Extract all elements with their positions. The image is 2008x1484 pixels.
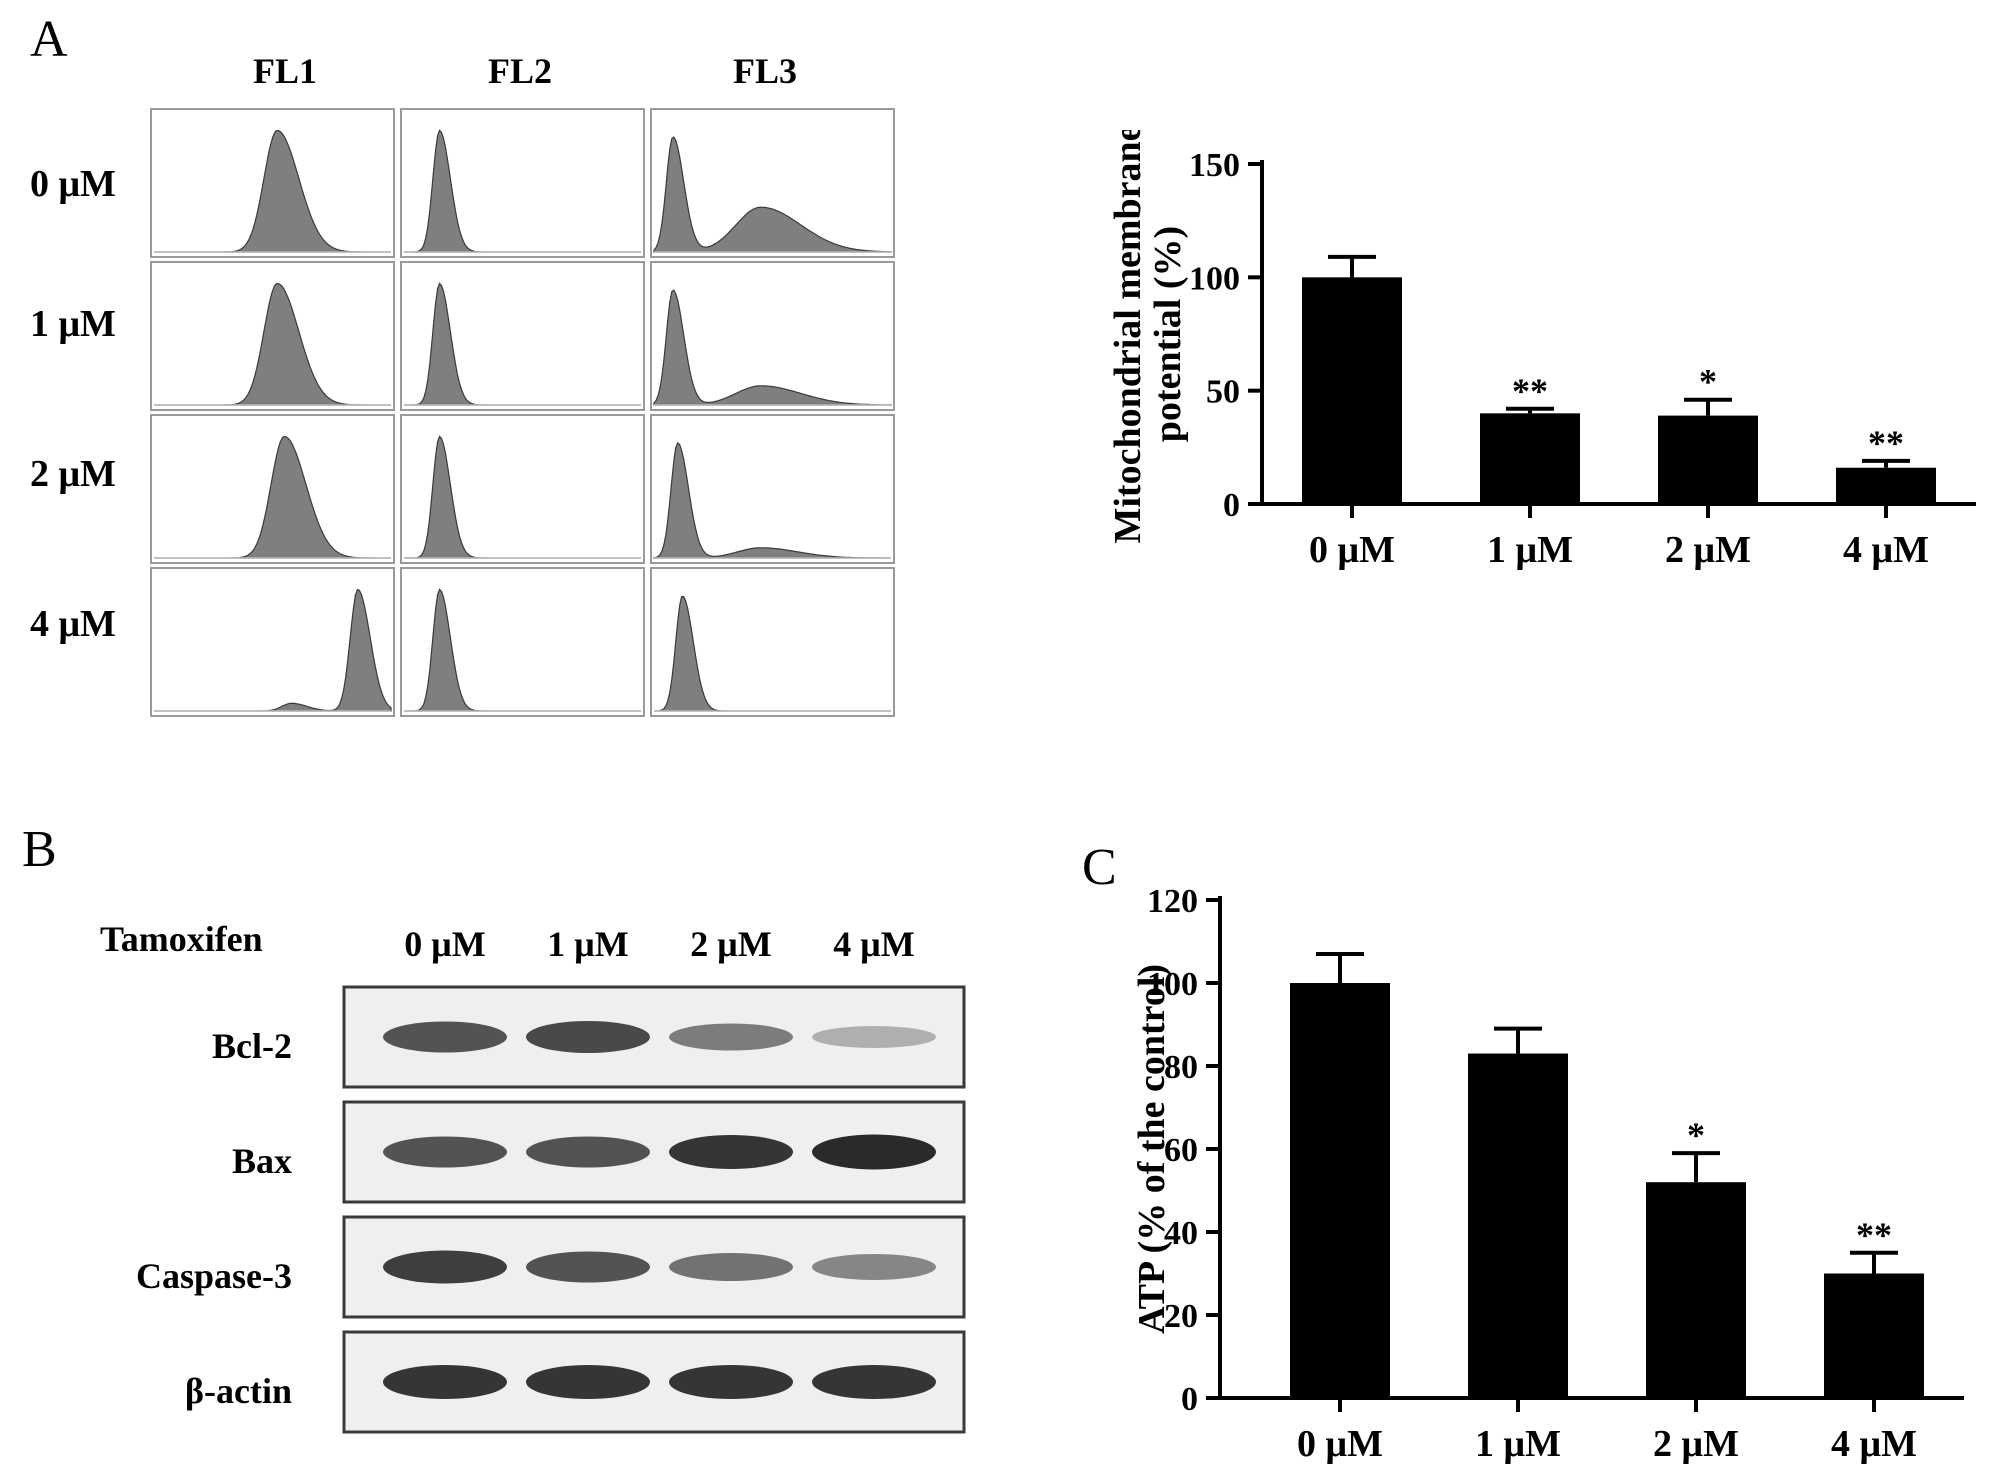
panel-label-b: B xyxy=(22,821,57,878)
atp-bar-1 xyxy=(1468,1053,1568,1398)
flow-histogram-r3-c2 xyxy=(650,567,895,717)
mmp-ytick-label-0: 0 xyxy=(1223,487,1240,524)
flow-row-2: 2 μM xyxy=(30,453,116,495)
mitochondrial-membrane-chart: 0 50 100 150 Mitochondrial membranepotential… xyxy=(1107,130,1976,571)
blot-band xyxy=(526,1021,650,1053)
mmp-xtick-label-1: 1 μM xyxy=(1487,529,1573,571)
mmp-xtick-label-3: 4 μM xyxy=(1843,529,1929,571)
atp-bar-3 xyxy=(1824,1273,1924,1398)
blot-strip-2 xyxy=(342,1215,966,1319)
atp-ytick-label-4: 80 xyxy=(1164,1049,1198,1086)
flow-col-fl1: FL1 xyxy=(252,51,317,91)
atp-ytick-label-6: 120 xyxy=(1147,883,1198,920)
mmp-xtick-label-2: 2 μM xyxy=(1665,529,1751,571)
blot-band xyxy=(812,1134,936,1170)
flow-cytometry-histograms xyxy=(150,108,895,717)
atp-ytick-label-1: 20 xyxy=(1164,1298,1198,1335)
blot-band xyxy=(383,1365,507,1399)
flow-col-fl2: FL2 xyxy=(487,51,552,91)
flow-col-fl3: FL3 xyxy=(732,51,797,91)
mmp-ylabel-line-0: Mitochondrial membrane xyxy=(1107,130,1149,544)
flow-histogram-r3-c1 xyxy=(400,567,645,717)
wb-conc-4: 4 μM xyxy=(833,924,915,964)
mmp-bar-1 xyxy=(1480,413,1580,504)
wb-label-bax: Bax xyxy=(231,1141,292,1181)
blot-band xyxy=(669,1023,793,1051)
atp-xtick-label-3: 4 μM xyxy=(1831,1423,1917,1465)
flow-row-0: 0 μM xyxy=(30,163,116,205)
atp-ytick-label-5: 100 xyxy=(1147,966,1198,1003)
blot-strip-3 xyxy=(342,1330,966,1434)
blot-band xyxy=(383,1136,507,1168)
blot-band xyxy=(526,1251,650,1283)
atp-bar-0 xyxy=(1290,983,1390,1398)
mmp-ytick-label-3: 150 xyxy=(1189,147,1240,184)
panel-label-a: A xyxy=(30,11,68,68)
wb-conc-2: 2 μM xyxy=(690,924,772,964)
mmp-xtick-label-0: 0 μM xyxy=(1309,529,1395,571)
atp-xtick-label-1: 1 μM xyxy=(1475,1423,1561,1465)
flow-histogram-r0-c1 xyxy=(400,108,645,258)
atp-ylabel-line-0: ATP (% of the control) xyxy=(1131,964,1173,1334)
atp-significance-3: ** xyxy=(1856,1215,1892,1255)
flow-histogram-r2-c1 xyxy=(400,414,645,564)
mmp-bar-3 xyxy=(1836,467,1936,504)
mmp-significance-1: ** xyxy=(1512,371,1548,411)
blot-band xyxy=(812,1254,936,1280)
flow-row-1: 1 μM xyxy=(30,303,116,345)
treatment-label: Tamoxifen xyxy=(100,919,263,959)
blot-band xyxy=(812,1026,936,1048)
atp-chart: 0 20 40 60 80 100 120 ATP (% of the control) 0 μ… xyxy=(1131,883,1964,1465)
atp-ytick-label-3: 60 xyxy=(1164,1132,1198,1169)
flow-histogram-r0-c2 xyxy=(650,108,895,258)
blot-band xyxy=(383,1250,507,1284)
blot-strip-0 xyxy=(342,985,966,1089)
flow-histogram-r0-c0 xyxy=(150,108,395,258)
blot-band xyxy=(812,1365,936,1399)
blot-band xyxy=(383,1021,507,1053)
flow-row-4: 4 μM xyxy=(30,603,116,645)
mmp-significance-2: * xyxy=(1699,362,1717,402)
blot-band xyxy=(669,1135,793,1169)
flow-histogram-r1-c1 xyxy=(400,261,645,411)
flow-histogram-r2-c2 xyxy=(650,414,895,564)
flow-histogram-r1-c0 xyxy=(150,261,395,411)
panel-label-c: C xyxy=(1082,839,1117,896)
western-blot-image xyxy=(342,985,966,1434)
mmp-bar-0 xyxy=(1302,277,1402,504)
histogram-curve xyxy=(653,136,892,253)
wb-conc-0: 0 μM xyxy=(404,924,486,964)
atp-significance-2: * xyxy=(1687,1115,1705,1155)
blot-band xyxy=(526,1365,650,1399)
atp-ytick-label-0: 0 xyxy=(1181,1381,1198,1418)
atp-xtick-label-0: 0 μM xyxy=(1297,1423,1383,1465)
atp-bar-2 xyxy=(1646,1182,1746,1398)
mmp-bar-2 xyxy=(1658,415,1758,504)
wb-conc-1: 1 μM xyxy=(547,924,629,964)
flow-histogram-r3-c0 xyxy=(150,567,395,717)
mmp-significance-3: ** xyxy=(1868,423,1904,463)
wb-label-bcl2: Bcl-2 xyxy=(212,1026,292,1066)
mmp-ytick-label-1: 50 xyxy=(1206,374,1240,411)
mmp-ylabel-line-1: potential (%) xyxy=(1147,226,1189,442)
wb-label-beta-actin: β-actin xyxy=(185,1371,292,1411)
atp-xtick-label-2: 2 μM xyxy=(1653,1423,1739,1465)
mmp-ytick-label-2: 100 xyxy=(1189,260,1240,297)
histogram-curve xyxy=(653,289,892,406)
flow-histogram-r2-c0 xyxy=(150,414,395,564)
wb-label-caspase3: Caspase-3 xyxy=(135,1256,292,1296)
atp-ytick-label-2: 40 xyxy=(1164,1215,1198,1252)
blot-band xyxy=(669,1253,793,1281)
blot-band xyxy=(526,1136,650,1168)
flow-histogram-r1-c2 xyxy=(650,261,895,411)
blot-strip-1 xyxy=(342,1100,966,1204)
blot-band xyxy=(669,1365,793,1399)
